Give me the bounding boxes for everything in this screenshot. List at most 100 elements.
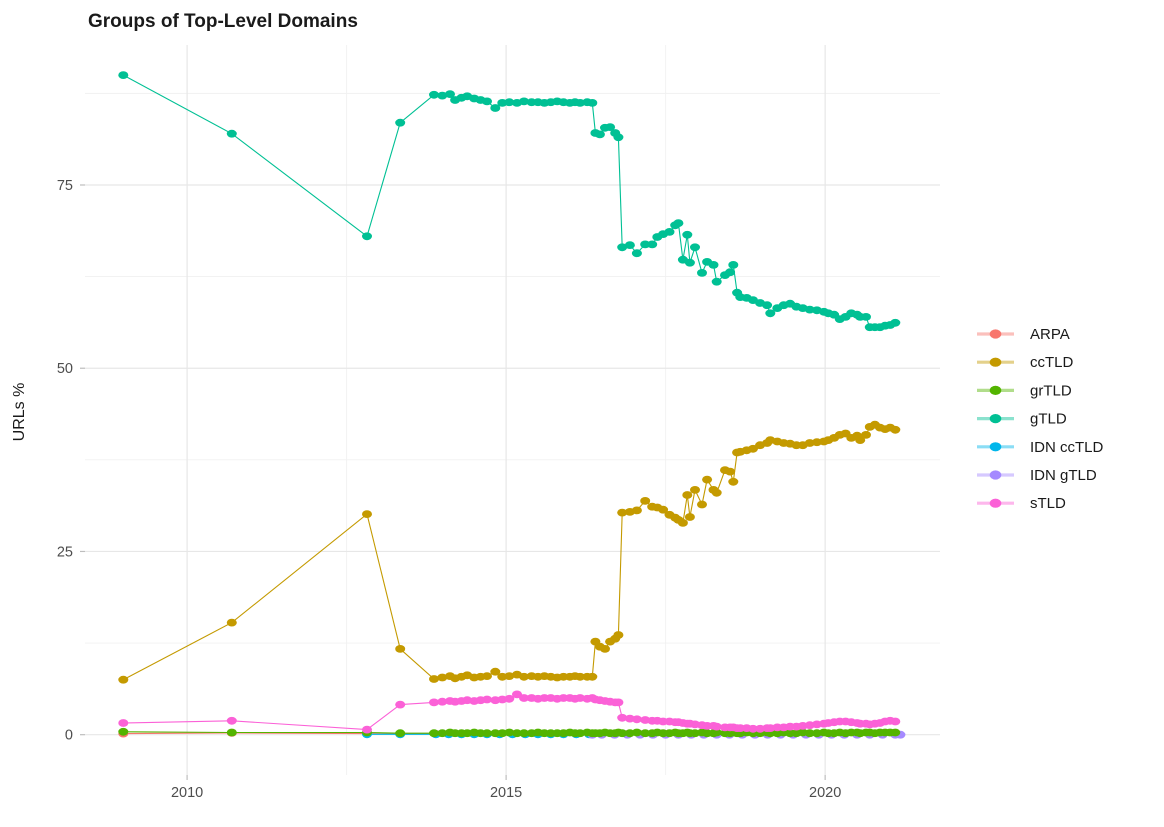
data-point <box>482 97 492 106</box>
data-point <box>748 724 758 733</box>
data-point <box>395 645 406 653</box>
y-tick-label: 75 <box>57 178 73 194</box>
data-point <box>490 729 501 738</box>
data-point <box>711 488 722 497</box>
plot-panel <box>85 45 940 775</box>
data-point <box>504 694 515 703</box>
data-point <box>429 698 439 707</box>
data-point <box>490 667 501 676</box>
data-point <box>728 261 739 269</box>
legend-label: ccTLD <box>1030 354 1074 371</box>
data-point <box>762 301 773 310</box>
y-axis-title: URLs % <box>11 383 28 442</box>
data-point <box>118 71 129 79</box>
data-point <box>437 91 448 100</box>
legend-item-arpa: ARPA <box>977 326 1070 343</box>
y-tick-label: 50 <box>57 361 73 377</box>
data-point <box>519 672 529 681</box>
data-point <box>613 698 624 707</box>
data-point <box>575 672 586 681</box>
legend-item-stld: sTLD <box>977 495 1066 512</box>
data-point <box>702 475 713 484</box>
data-point <box>673 219 684 228</box>
data-point <box>519 729 529 738</box>
data-point <box>519 694 529 702</box>
legend-label: gTLD <box>1030 411 1067 428</box>
chart-title: Groups of Top-Level Domains <box>88 11 358 32</box>
legend-key-point <box>989 414 1002 424</box>
data-point <box>890 318 901 327</box>
y-tick-label: 0 <box>65 728 73 744</box>
legend-key-point <box>989 470 1002 480</box>
data-point <box>890 717 901 726</box>
data-point <box>226 728 237 737</box>
data-point <box>640 497 651 505</box>
data-point <box>587 99 598 107</box>
data-point <box>395 700 406 709</box>
data-point <box>804 729 815 738</box>
legend-key-point <box>989 442 1002 452</box>
series-stld <box>118 690 901 734</box>
legend-key-point <box>989 498 1002 508</box>
legend: ARPA ccTLD grTLD gTLD IDN ccTLD IDN gTLD sTLD <box>977 326 1104 512</box>
x-tick-label: 2020 <box>809 785 841 801</box>
legend-item-idn-gtld: IDN gTLD <box>977 467 1097 484</box>
data-point <box>631 728 642 737</box>
legend-key-point <box>989 385 1002 395</box>
legend-item-gtld: gTLD <box>977 411 1067 428</box>
data-point <box>711 277 722 286</box>
data-point <box>677 519 688 527</box>
legend-label: ARPA <box>1030 326 1070 343</box>
data-point <box>504 672 515 680</box>
data-point <box>429 729 439 738</box>
series-grtld <box>118 727 901 738</box>
data-point <box>697 500 707 509</box>
data-point <box>617 243 628 252</box>
data-point <box>624 241 635 250</box>
legend-label: sTLD <box>1030 495 1066 512</box>
legend-item-cctld: ccTLD <box>977 354 1074 371</box>
axis-ticks <box>80 184 826 780</box>
data-point <box>118 719 129 727</box>
data-point <box>861 313 871 321</box>
data-point <box>647 240 658 249</box>
axis-tick-labels: 0 25 50 75 2010 2015 2020 <box>57 178 841 801</box>
data-point <box>631 249 642 258</box>
data-point <box>118 675 129 684</box>
data-point <box>482 672 492 680</box>
y-tick-label: 25 <box>57 544 73 560</box>
data-point <box>684 513 695 521</box>
data-series <box>118 71 906 739</box>
data-point <box>362 232 372 241</box>
data-point <box>690 486 700 494</box>
data-point <box>708 261 719 269</box>
data-point <box>437 697 448 706</box>
series-gtld <box>118 71 901 332</box>
data-point <box>855 436 866 444</box>
data-point <box>664 228 675 236</box>
data-point <box>765 309 776 318</box>
data-point <box>594 130 605 139</box>
data-point <box>429 675 439 683</box>
data-point <box>490 104 501 112</box>
data-point <box>395 118 406 127</box>
data-point <box>362 510 372 518</box>
data-point <box>725 268 736 277</box>
data-point <box>613 133 624 142</box>
data-point <box>482 695 492 704</box>
data-point <box>437 729 448 738</box>
data-point <box>504 98 515 107</box>
data-point <box>437 673 448 682</box>
data-point <box>226 129 237 138</box>
data-point <box>682 230 693 239</box>
data-point <box>118 727 129 736</box>
data-point <box>658 505 669 514</box>
data-point <box>890 425 901 434</box>
data-point <box>226 618 237 627</box>
data-point <box>504 728 515 737</box>
data-point <box>617 508 628 517</box>
legend-key-point <box>989 329 1002 339</box>
legend-label: grTLD <box>1030 382 1072 399</box>
x-tick-label: 2015 <box>490 785 522 801</box>
